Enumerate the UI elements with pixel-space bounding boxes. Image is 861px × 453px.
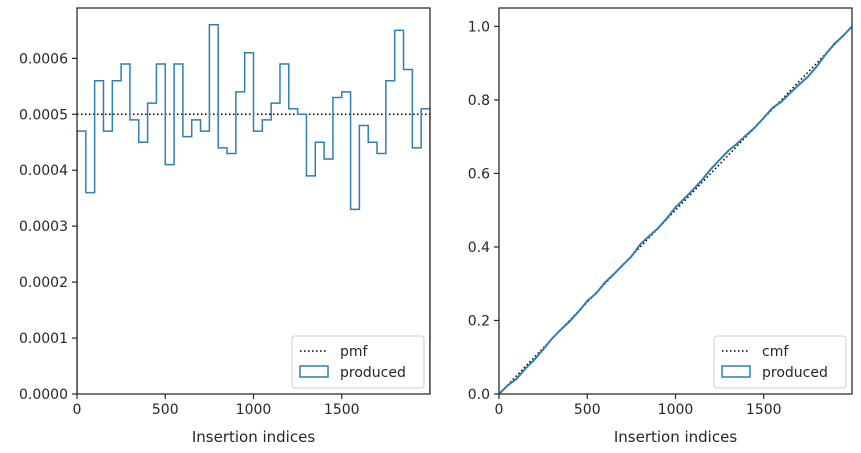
produced-cumulative-line: [499, 25, 852, 394]
y-tick-label: 0.0000: [19, 387, 68, 403]
x-axis-label: Insertion indices: [192, 428, 315, 446]
y-tick-label: 0.8: [468, 93, 490, 109]
y-tick-label: 0.0001: [19, 331, 68, 347]
y-tick-label: 0.2: [468, 313, 490, 329]
produced-step-outline: [77, 24, 430, 394]
legend-box: [713, 335, 847, 389]
y-tick-label: 0.0006: [19, 51, 68, 67]
x-tick-label: 500: [152, 402, 179, 418]
y-axis-ticks: 0.0000 0.0001 0.0002 0.0003 0.0004 0.0005 0.00…: [19, 51, 77, 403]
y-axis-ticks: 0.0 0.2 0.4 0.6 0.8 1.0: [468, 19, 499, 403]
plot-area: [499, 25, 852, 394]
y-tick-label: 0.6: [468, 166, 490, 182]
legend-produced-swatch: [721, 365, 751, 378]
legend: cmf produced: [713, 335, 847, 389]
legend-box: [291, 335, 425, 389]
y-tick-label: 0.0005: [19, 107, 68, 123]
y-tick-label: 0.0003: [19, 219, 68, 235]
x-axis-ticks: 0 500 1000 1500: [73, 394, 360, 418]
x-tick-label: 1000: [658, 402, 694, 418]
pmf-histogram-panel: 0 500 1000 1500 0.00000.00010.00020.00030.0…: [19, 7, 431, 446]
y-tick-label: 0.0: [468, 387, 490, 403]
legend-produced-swatch: [299, 365, 329, 378]
legend-produced-label: produced: [340, 365, 406, 381]
legend-produced-label: produced: [762, 365, 828, 381]
y-tick-label: 0.4: [468, 240, 490, 256]
x-axis-label: Insertion indices: [614, 428, 737, 446]
y-tick-label: 0.0004: [19, 163, 68, 179]
y-tick-label: 0.0002: [19, 275, 68, 291]
legend-cmf-label: cmf: [762, 344, 789, 360]
legend: pmf produced: [291, 335, 425, 389]
x-axis-ticks: 0 500 1000 1500: [495, 394, 782, 418]
x-tick-label: 1000: [236, 402, 272, 418]
plot-area: [77, 24, 430, 394]
x-tick-label: 1500: [324, 402, 360, 418]
legend-pmf-label: pmf: [340, 344, 369, 360]
x-tick-label: 0: [73, 402, 82, 418]
x-tick-label: 1500: [746, 402, 782, 418]
x-tick-label: 500: [574, 402, 601, 418]
x-tick-label: 0: [495, 402, 504, 418]
y-tick-label: 1.0: [468, 19, 490, 35]
cmf-cumulative-panel: 0 500 1000 1500 0.0 0.2 0.4 0.6 0.8 1.0 Insertio…: [468, 7, 853, 446]
